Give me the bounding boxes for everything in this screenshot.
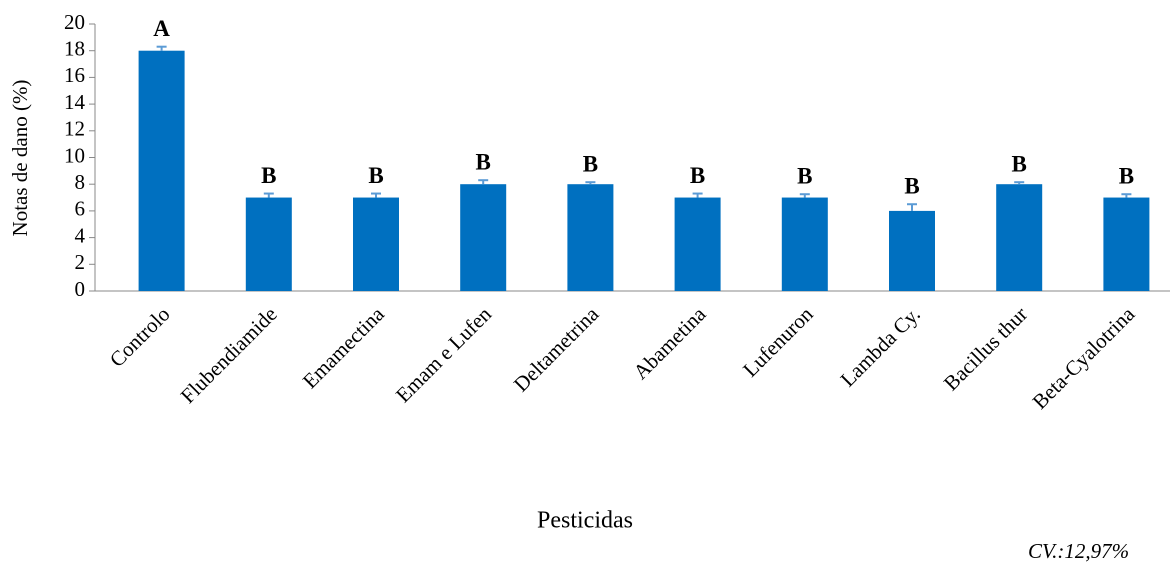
y-tick-label: 14 — [64, 90, 86, 114]
x-tick-label: Controlo — [105, 302, 175, 372]
annotation: CV.:12,97% — [1028, 539, 1129, 563]
bar — [996, 184, 1043, 291]
x-tick-label: Deltametrina — [509, 301, 604, 396]
y-tick-label: 12 — [64, 117, 85, 141]
x-axis-title: Pesticidas — [537, 508, 633, 534]
letter-label: B — [690, 163, 705, 188]
y-tick-label: 2 — [75, 250, 86, 274]
bar — [245, 197, 292, 291]
error-bar — [156, 45, 167, 51]
y-tick-label: 8 — [75, 170, 86, 194]
bar — [353, 197, 399, 291]
letter-label: B — [1012, 151, 1027, 176]
error-bar — [1014, 181, 1025, 185]
letter-label: B — [476, 149, 491, 174]
x-tick-label: Lufenuron — [738, 302, 818, 382]
letter-label: B — [1119, 163, 1134, 188]
y-tick-label: 6 — [75, 197, 86, 221]
bar — [781, 197, 828, 291]
letter-label: B — [368, 163, 383, 188]
bar — [138, 50, 185, 292]
error-bar — [907, 203, 917, 211]
bar — [460, 184, 507, 291]
bar — [567, 184, 614, 291]
x-tick-label: Emam e Lufen — [391, 302, 497, 408]
bar — [674, 197, 721, 291]
error-bar — [478, 179, 489, 185]
y-tick-label: 4 — [75, 223, 86, 247]
y-tick-label: 20 — [64, 10, 85, 34]
x-tick-label: Emamectina — [298, 301, 390, 393]
y-tick-label: 10 — [64, 143, 85, 167]
x-tick-label: Lambda Cy. — [836, 302, 925, 391]
y-tick-label: 0 — [75, 277, 86, 301]
x-tick-label: Abametina — [628, 301, 711, 384]
letter-label: B — [797, 163, 812, 188]
y-axis-title: Notas de dano (%) — [8, 80, 32, 237]
bar — [889, 210, 935, 291]
error-bar — [371, 192, 381, 198]
y-tick-label: 16 — [64, 63, 85, 87]
x-tick-label: Flubendiamide — [176, 302, 282, 408]
x-tick-label: Beta-Cyalotrina — [1028, 301, 1140, 413]
error-bar — [692, 192, 703, 198]
letter-label: A — [153, 16, 170, 41]
error-bar — [263, 192, 274, 198]
letter-label: B — [904, 174, 919, 199]
error-bar — [1121, 193, 1132, 198]
y-tick-label: 18 — [64, 37, 85, 61]
error-bar — [799, 193, 810, 198]
x-tick-label: Bacillus thur — [939, 302, 1032, 395]
error-bar — [585, 181, 596, 185]
letter-label: B — [583, 151, 598, 176]
bar — [1103, 197, 1150, 291]
letter-label: B — [261, 163, 276, 188]
